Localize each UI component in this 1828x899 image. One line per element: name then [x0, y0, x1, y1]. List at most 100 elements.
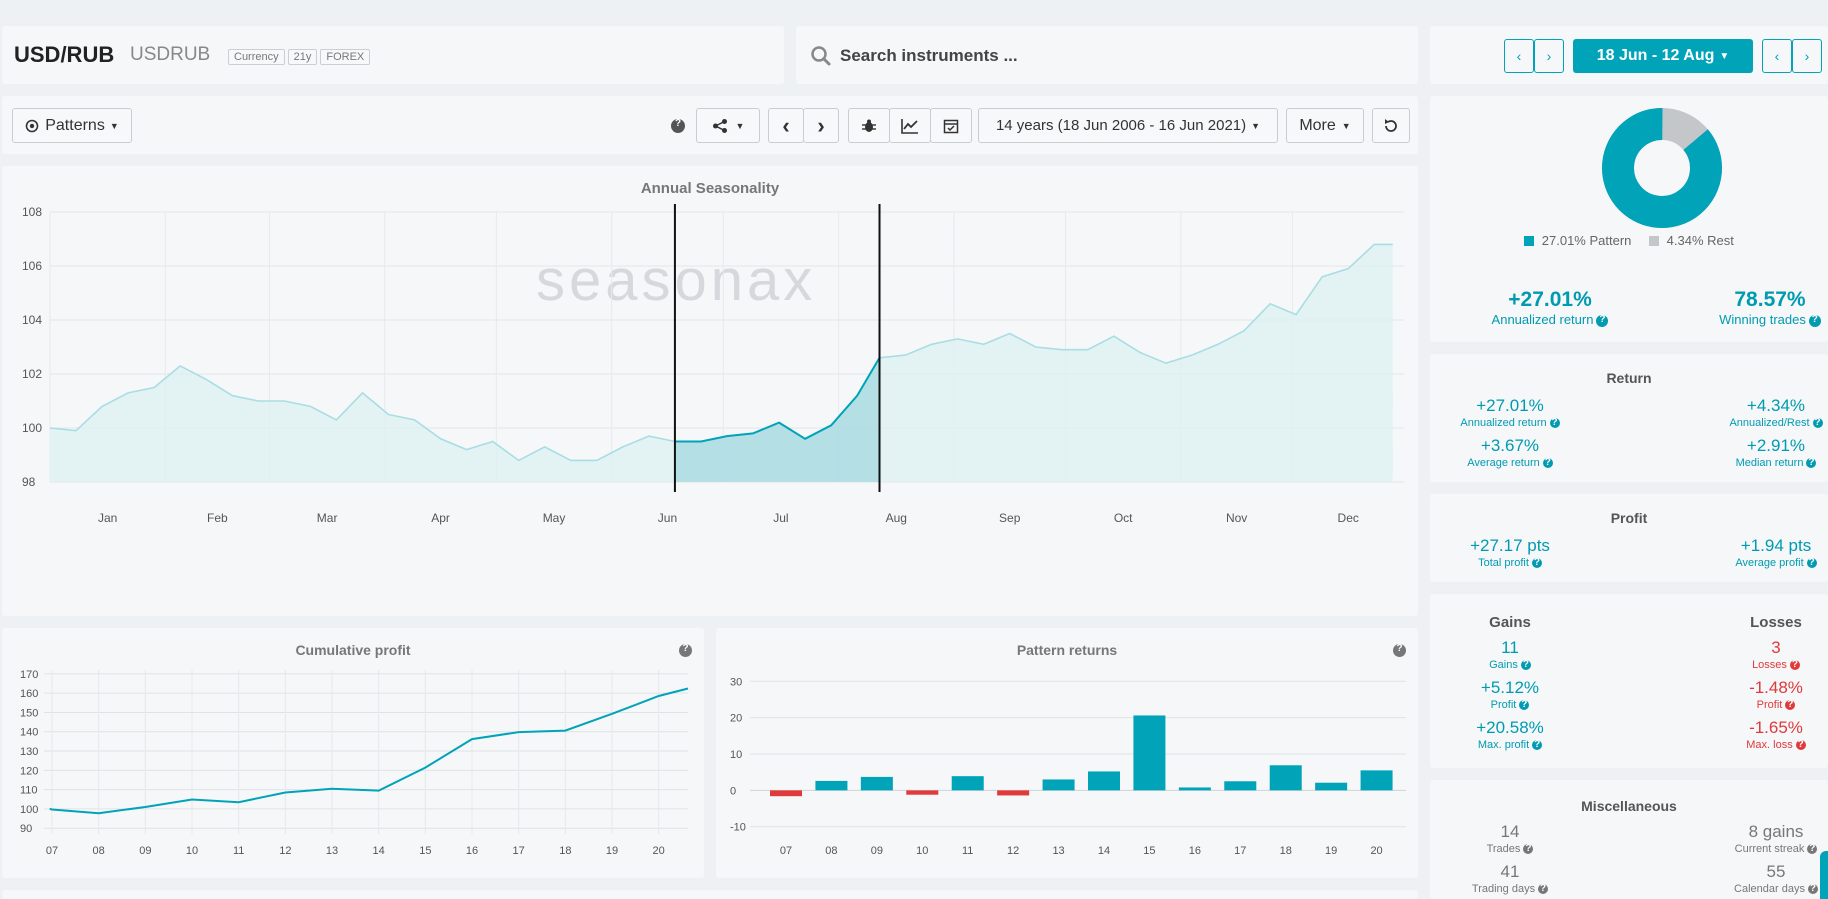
stat-caption: Trades	[1450, 843, 1570, 855]
help-icon[interactable]	[1807, 843, 1818, 855]
calendar-button[interactable]	[930, 108, 972, 143]
month-tick-label: May	[543, 511, 566, 525]
x-tick-label: 11	[233, 845, 244, 857]
calendar-days-stat: 55 Calendar days	[1726, 862, 1826, 895]
stat-value: 41	[1500, 862, 1520, 881]
help-icon[interactable]	[1596, 314, 1609, 327]
stat-label: Max. loss	[1746, 739, 1793, 751]
annualized-return-value: +27.01%	[1508, 288, 1592, 311]
x-tick-label: 08	[825, 845, 837, 857]
median-return-stat: +2.91% Median return	[1726, 436, 1826, 469]
help-icon[interactable]	[1808, 314, 1821, 327]
help-icon[interactable]	[1789, 659, 1800, 671]
stat-label: Current streak	[1734, 843, 1805, 855]
return-bar	[1360, 770, 1393, 791]
gains-losses-panel: Gains Losses 11 Gains +5.12% Profit +20.58…	[1430, 594, 1828, 768]
help-icon[interactable]	[1531, 557, 1542, 569]
y-tick-label: -10	[730, 822, 746, 834]
help-icon[interactable]	[676, 642, 692, 660]
caret-down-icon: ▼	[109, 120, 119, 131]
help-icon[interactable]	[1519, 699, 1530, 711]
help-icon[interactable]	[1785, 699, 1796, 711]
search-input[interactable]: Search instruments ...	[840, 46, 1018, 65]
cumulative-profit-chart[interactable]: 90 100 110 120 130 140 150 160 170 07 08 09 10 11 12 13…	[2, 628, 704, 878]
profit-panel: Profit +27.17 pts Total profit +1.94 pts A…	[1430, 494, 1828, 582]
losses-profit-stat: -1.48% Profit	[1716, 678, 1828, 711]
caret-down-icon: ▼	[1341, 120, 1351, 131]
help-icon[interactable]	[1523, 843, 1534, 855]
help-icon[interactable]	[1549, 417, 1560, 429]
stat-value: 55	[1766, 862, 1786, 881]
stat-value: +20.58%	[1476, 718, 1544, 737]
help-icon[interactable]	[1538, 883, 1549, 895]
help-icon[interactable]	[1812, 417, 1823, 429]
more-dropdown[interactable]: More ▼	[1286, 108, 1364, 143]
annual-seasonality-chart[interactable]: seasonax 108 106 104 102 100 98 Jan Feb Mar Apr Ma…	[2, 166, 1418, 616]
return-title: Return	[1606, 370, 1652, 386]
help-icon[interactable]	[1807, 883, 1818, 895]
return-bar	[770, 790, 802, 797]
stat-label: Annualized/Rest	[1729, 417, 1810, 429]
help-icon[interactable]	[668, 117, 685, 135]
y-tick-label: 30	[730, 676, 742, 688]
help-icon[interactable]	[1390, 642, 1406, 660]
month-tick-label: Mar	[317, 511, 338, 525]
help-icon[interactable]	[1542, 457, 1553, 469]
date-range-dropdown[interactable]: 18 Jun - 12 Aug ▼	[1573, 39, 1753, 73]
stat-label: Profit	[1490, 699, 1517, 711]
bug-button[interactable]	[848, 108, 890, 143]
help-icon[interactable]	[1532, 739, 1543, 751]
current-streak-stat: 8 gains Current streak	[1726, 822, 1826, 855]
seasonality-area	[50, 244, 1393, 482]
x-tick-label: 12	[279, 845, 291, 857]
help-icon[interactable]	[1520, 659, 1531, 671]
line-chart-icon	[901, 118, 918, 134]
month-tick-label: Dec	[1338, 511, 1359, 525]
losses-title: Losses	[1750, 614, 1802, 631]
reset-button[interactable]	[1372, 108, 1410, 143]
miscellaneous-panel: Miscellaneous 14 Trades 8 gains Current st…	[1430, 780, 1828, 899]
search-bar[interactable]: Search instruments ...	[796, 26, 1418, 84]
next-period-button[interactable]: ›	[1792, 39, 1822, 73]
x-tick-label: 10	[916, 845, 928, 857]
stat-label: Max. profit	[1477, 739, 1530, 751]
next-year-button[interactable]: ›	[1534, 39, 1564, 73]
prev-year-button[interactable]: ‹	[1504, 39, 1534, 73]
stat-caption: Average return	[1450, 457, 1570, 469]
return-bar	[815, 780, 848, 791]
chart-toolbar: Patterns ▼ ▼ ‹ › 14 years (18 Jun 2006 -…	[2, 96, 1418, 154]
x-tick-label: 07	[780, 845, 792, 857]
max-profit-stat: +20.58% Max. profit	[1450, 718, 1570, 751]
help-icon[interactable]	[1795, 739, 1806, 751]
stat-caption: Median return	[1726, 457, 1826, 469]
help-icon[interactable]	[1806, 557, 1817, 569]
share-dropdown[interactable]: ▼	[696, 108, 760, 143]
stat-value: -1.65%	[1749, 718, 1803, 737]
caret-down-icon: ▼	[1719, 50, 1730, 62]
legend-rest-swatch	[1649, 236, 1660, 246]
period-dropdown[interactable]: 14 years (18 Jun 2006 - 16 Jun 2021) ▼	[978, 108, 1278, 143]
line-chart-button[interactable]	[889, 108, 931, 143]
return-bar	[1269, 765, 1302, 791]
stat-value: +2.91%	[1746, 436, 1806, 455]
y-tick-label: 170	[20, 669, 38, 681]
cumulative-line	[49, 687, 689, 815]
prev-button[interactable]: ‹	[768, 108, 804, 143]
prev-period-button[interactable]: ‹	[1762, 39, 1792, 73]
patterns-dropdown[interactable]: Patterns ▼	[12, 108, 132, 143]
trades-stat: 14 Trades	[1450, 822, 1570, 855]
next-button[interactable]: ›	[803, 108, 839, 143]
x-tick-label: 18	[559, 845, 571, 857]
month-tick-label: Jul	[773, 511, 788, 525]
help-icon[interactable]	[1806, 457, 1817, 469]
stat-caption: Max. loss	[1716, 739, 1828, 751]
share-icon	[712, 118, 727, 133]
pattern-returns-chart[interactable]: 30 20 10 0 -10 07 08 09 10 11 12 13 14 15 16 17 18 19 20	[716, 628, 1418, 878]
chat-widget[interactable]	[1820, 851, 1828, 899]
bug-icon	[862, 119, 876, 132]
stat-caption: Annualized return	[1450, 417, 1570, 429]
y-tick-label: 140	[20, 727, 38, 739]
winning-trades-value: 78.57%	[1734, 288, 1806, 311]
cumulative-profit-panel: Cumulative profit 90 100 110 120 130 140 150 16…	[2, 628, 704, 878]
stat-caption: Annualized/Rest	[1726, 417, 1826, 429]
